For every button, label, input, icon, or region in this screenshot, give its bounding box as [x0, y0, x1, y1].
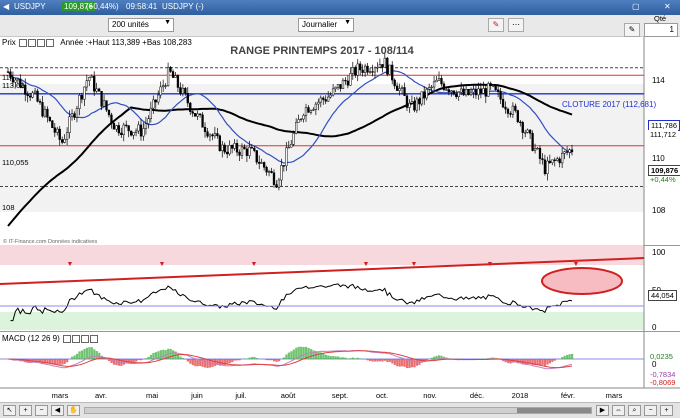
- chevron-down-icon: ▼: [164, 19, 171, 26]
- rsi-pane: Relative strength index (RSI) (14): [0, 245, 680, 331]
- window-symbol-2: USDJPY (-): [162, 2, 204, 11]
- axis-label-114: 114: [652, 76, 665, 85]
- rsi-value-tag: 44,054: [648, 290, 677, 301]
- back-icon[interactable]: ◀: [3, 2, 10, 11]
- fit-icon[interactable]: ⇔: [612, 405, 625, 416]
- scroll-left-icon[interactable]: ◀: [51, 405, 64, 416]
- close-icon[interactable]: [150, 247, 159, 256]
- time-axis-label: juin: [190, 391, 203, 400]
- chart-tools-icon[interactable]: ✎: [488, 18, 504, 32]
- time-axis-label: déc.: [470, 391, 484, 400]
- zoom-out-small-icon[interactable]: −: [644, 405, 657, 416]
- axis-label-108: 108: [652, 206, 666, 215]
- left-label-110-055: 110,055: [2, 158, 29, 167]
- drawing-icon[interactable]: ⋯: [508, 18, 524, 32]
- chevron-down-icon: ▼: [344, 19, 351, 26]
- time-axis-label: août: [281, 391, 297, 400]
- left-label-108: 108: [2, 203, 15, 212]
- close-icon[interactable]: ✕: [664, 2, 671, 11]
- collapse-icon[interactable]: [141, 247, 150, 256]
- cursor-icon[interactable]: ↖: [3, 405, 16, 416]
- toolbar: 200 unités ▼ Journalier ▼ ✎ ⋯ Qté ✎ 1: [0, 14, 680, 37]
- price-pane: Prix Année :+Haut 113,389 +Bas 108,283: [0, 37, 680, 245]
- time-axis-label: avr.: [95, 391, 107, 400]
- time-axis: mars avr. mai juin juil. août sept. oct. nov. déc…: [52, 391, 623, 400]
- close-icon[interactable]: [90, 334, 99, 343]
- collapse-icon[interactable]: [37, 38, 46, 47]
- macd-value-tag-2: -0,8069: [648, 378, 678, 387]
- time-axis-label: juil.: [234, 391, 246, 400]
- qty-label: Qté: [654, 14, 667, 23]
- scrollbar-thumb[interactable]: [517, 408, 591, 413]
- settings-icon[interactable]: [63, 334, 72, 343]
- rsi-pane-header: Relative strength index (RSI) (14): [2, 247, 159, 258]
- time-axis-label: mars: [52, 391, 69, 400]
- price-pane-label: Prix: [2, 38, 16, 47]
- settings-icon[interactable]: ✎: [624, 23, 640, 37]
- zoom-in-small-icon[interactable]: +: [660, 405, 673, 416]
- macd-pane: MACD (12 26 9): [0, 331, 680, 388]
- time-axis-label: sept.: [332, 391, 348, 400]
- last-price-tag: 109,876: [648, 165, 680, 176]
- macd-pane-label: MACD (12 26 9): [2, 334, 60, 343]
- window-change: (+0,44%): [86, 2, 119, 11]
- macd-value-tag-1: -0,7834: [648, 370, 678, 379]
- period-select[interactable]: Journalier ▼: [298, 18, 354, 32]
- zoom-out-icon[interactable]: −: [35, 405, 48, 416]
- zoom-in-icon[interactable]: +: [19, 405, 32, 416]
- time-axis-label: nov.: [423, 391, 437, 400]
- scrollbar-track[interactable]: [84, 407, 592, 414]
- scroll-right-icon[interactable]: ▶: [596, 405, 609, 416]
- window-price: 109,876: [62, 2, 95, 11]
- macd-signal-tag: 0,0235: [648, 352, 675, 361]
- restore-icon[interactable]: ▢: [632, 2, 640, 11]
- axis-label-110: 110: [652, 154, 665, 163]
- units-select[interactable]: 200 unités ▼: [108, 18, 174, 32]
- time-axis-label: oct.: [376, 391, 388, 400]
- window-symbol: USDJPY: [14, 2, 46, 11]
- rsi-pane-label: Relative strength index (RSI) (14): [2, 247, 121, 256]
- macd-axis-0: 0: [652, 360, 657, 369]
- price-pane-header: Prix Année :+Haut 113,389 +Bas 108,283: [2, 38, 192, 49]
- window-time: 09:58:41: [126, 2, 158, 11]
- settings-icon[interactable]: [123, 247, 132, 256]
- qty-input[interactable]: 1: [644, 23, 678, 37]
- maximize-icon[interactable]: [72, 334, 81, 343]
- price-stats: Année :+Haut 113,389 +Bas 108,283: [60, 38, 192, 47]
- last-change-tag: +0,44%: [650, 175, 676, 184]
- macd-pane-header: MACD (12 26 9): [2, 334, 99, 345]
- time-axis-label: mars: [606, 391, 623, 400]
- hand-icon[interactable]: ✋: [67, 405, 80, 416]
- settings-icon[interactable]: [19, 38, 28, 47]
- title-bar: ◀ USDJPY 109,876 (+0,44%) 09:58:41 USDJP…: [0, 0, 680, 15]
- time-axis-label: févr.: [561, 391, 575, 400]
- period-select-value: Journalier: [302, 20, 338, 29]
- maximize-icon[interactable]: [28, 38, 37, 47]
- maximize-icon[interactable]: [132, 247, 141, 256]
- ma-tag-black: 111,712: [648, 130, 678, 139]
- time-axis-label: mai: [146, 391, 158, 400]
- rsi-axis-0: 0: [652, 323, 657, 332]
- close-icon[interactable]: [46, 38, 55, 47]
- magnify-icon[interactable]: ⌕: [628, 405, 641, 416]
- left-label-113-62: 113,62: [2, 81, 25, 90]
- rsi-axis-100: 100: [652, 248, 666, 257]
- collapse-icon[interactable]: [81, 334, 90, 343]
- time-axis-label: 2018: [512, 391, 529, 400]
- status-bar: ↖ + − ◀ ✋ ▶ ⇔ ⌕ − +: [0, 402, 680, 418]
- units-select-value: 200 unités: [112, 20, 149, 29]
- left-label-114: 114: [2, 73, 14, 82]
